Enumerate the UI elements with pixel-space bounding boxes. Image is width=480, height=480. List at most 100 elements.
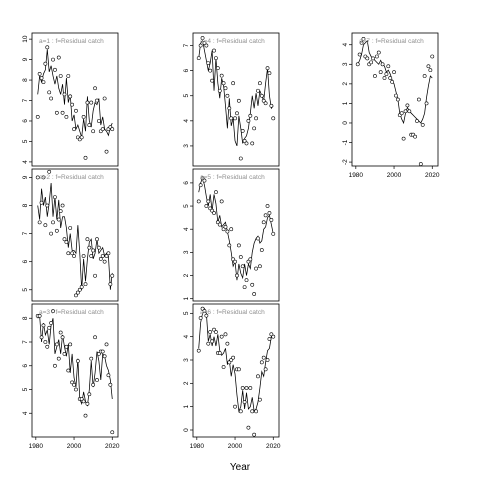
obs-point [257, 264, 262, 269]
obs-point [60, 110, 65, 115]
obs-point [233, 404, 237, 409]
obs-point [56, 217, 61, 222]
obs-point [416, 97, 421, 102]
panel-title: a=6 : f=Residual catch [200, 309, 265, 316]
obs-point [386, 64, 391, 69]
obs-point [415, 119, 419, 123]
obs-point [96, 245, 101, 250]
obs-point [37, 72, 42, 76]
obs-point [248, 386, 253, 390]
obs-point [261, 98, 266, 103]
obs-point [68, 94, 73, 99]
obs-point [108, 282, 113, 287]
obs-point [89, 356, 94, 361]
y-tick-label: 4 [183, 227, 190, 231]
panel-title: a=2 : f=Residual catch [39, 174, 104, 181]
obs-point [428, 68, 433, 73]
obs-point [269, 218, 274, 222]
y-tick-label: 5 [22, 288, 29, 292]
obs-point [100, 254, 105, 258]
obs-point [196, 56, 201, 60]
x-tick-label: 2020 [266, 443, 281, 450]
obs-point [267, 337, 272, 341]
obs-point [250, 409, 255, 414]
obs-point [244, 141, 249, 146]
obs-point [246, 118, 251, 123]
obs-point [200, 36, 205, 40]
obs-point [261, 355, 266, 360]
obs-point [64, 114, 69, 119]
obs-point [259, 93, 264, 98]
obs-point [56, 356, 61, 361]
obs-point [74, 108, 78, 113]
panel-1: 4 5 6 7 8 9 10 a=1 : f=Residual catch [22, 32, 119, 167]
obs-point [51, 220, 55, 225]
obs-point [37, 313, 42, 318]
obs-point [430, 54, 435, 59]
obs-point [53, 195, 57, 199]
obs-point [214, 330, 218, 334]
y-tick-label: 4 [342, 43, 349, 47]
obs-point [58, 74, 63, 78]
obs-point [49, 96, 54, 101]
obs-point [252, 292, 257, 296]
obs-point [77, 287, 82, 292]
obs-point [217, 351, 222, 355]
obs-point [51, 57, 55, 62]
y-tick-label: 7 [22, 340, 29, 344]
obs-point [202, 309, 207, 313]
obs-point [81, 114, 86, 119]
obs-point [229, 227, 234, 232]
obs-point [72, 382, 76, 387]
obs-point [37, 220, 42, 225]
obs-point [214, 56, 218, 60]
obs-point [81, 399, 86, 404]
obs-point [74, 387, 78, 392]
obs-point [104, 342, 109, 347]
x-tick-label: 1980 [29, 443, 44, 450]
obs-point [219, 73, 224, 78]
obs-point [371, 56, 375, 61]
obs-point [420, 123, 425, 127]
obs-point [45, 344, 50, 349]
obs-point [267, 211, 272, 215]
obs-point [85, 100, 90, 105]
obs-point [43, 61, 48, 66]
obs-point [359, 40, 364, 45]
obs-point [399, 111, 404, 116]
obs-point [100, 349, 105, 354]
obs-point [231, 81, 236, 86]
y-tick-label: 4 [22, 411, 29, 415]
fit-line [198, 177, 274, 281]
obs-point [87, 245, 92, 250]
obs-point [240, 386, 245, 390]
obs-point [53, 67, 57, 72]
obs-point [263, 367, 268, 372]
obs-point [248, 257, 253, 262]
obs-point [259, 248, 264, 252]
obs-point [204, 43, 209, 48]
obs-point [39, 200, 44, 205]
obs-point [198, 316, 203, 320]
obs-point [223, 224, 228, 229]
y-tick-label: 4 [183, 334, 190, 338]
obs-point [66, 74, 71, 78]
x-tick-label: 2000 [228, 443, 243, 450]
obs-point [102, 96, 107, 101]
y-tick-label: 1 [183, 296, 190, 300]
panel-frame [31, 32, 119, 167]
obs-point [110, 127, 115, 132]
obs-point [89, 100, 94, 105]
obs-point [85, 401, 90, 406]
fit-line [357, 40, 433, 125]
y-tick-label: 1 [342, 101, 349, 105]
obs-point [43, 340, 48, 344]
obs-point [217, 88, 222, 93]
obs-point [271, 231, 276, 236]
obs-point [72, 127, 76, 132]
obs-point [240, 264, 245, 269]
obs-point [424, 101, 429, 106]
obs-point [227, 106, 232, 111]
obs-point [257, 397, 262, 402]
panel-title: a=3 : f=Residual catch [39, 309, 104, 316]
